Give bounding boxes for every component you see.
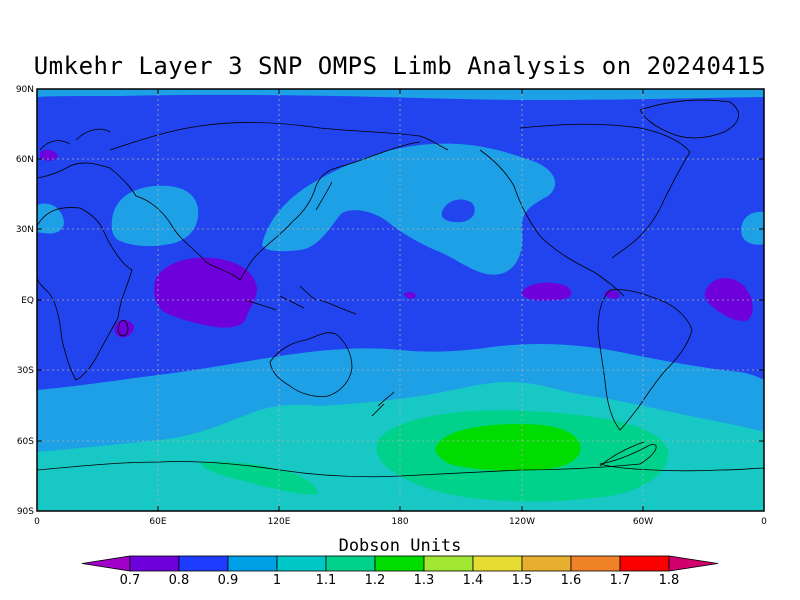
lon-label-0-west: 0 bbox=[34, 517, 40, 527]
lon-label-120e: 120E bbox=[268, 517, 291, 527]
colorbar-label: 1.8 bbox=[659, 573, 680, 588]
lon-tick-marks bbox=[157, 89, 644, 511]
lat-label-90n: 90N bbox=[16, 85, 34, 95]
colorbar-swatch bbox=[178, 555, 229, 572]
lat-label-60s: 60S bbox=[17, 437, 34, 447]
colorbar-swatch bbox=[619, 555, 670, 572]
lat-label-eq: EQ bbox=[21, 296, 34, 306]
contour-fill-arabia bbox=[111, 185, 199, 247]
contour-fill-npacific bbox=[262, 143, 556, 275]
colorbar-label: 1.3 bbox=[414, 573, 435, 588]
colorbar-label: 1.6 bbox=[561, 573, 582, 588]
colorbar-swatch bbox=[374, 555, 425, 572]
lon-label-180: 180 bbox=[391, 517, 408, 527]
colorbar-swatches bbox=[81, 555, 719, 572]
colorbar-swatch bbox=[129, 555, 180, 572]
colorbar-label: 1.5 bbox=[512, 573, 533, 588]
colorbar-label: 0.7 bbox=[120, 573, 141, 588]
contour-fill-npacific-inner bbox=[441, 199, 475, 223]
contour-fill-indian-low bbox=[154, 257, 257, 328]
lat-tick-marks bbox=[37, 88, 764, 512]
colorbar-label: 1 bbox=[273, 573, 281, 588]
colorbar-title: Dobson Units bbox=[338, 536, 462, 556]
colorbar-label: 0.9 bbox=[218, 573, 239, 588]
contour-fill-westafrica bbox=[37, 203, 64, 234]
contour-fill-dateline-low bbox=[404, 291, 416, 299]
lat-label-90s: 90S bbox=[17, 507, 34, 517]
colorbar-swatch-low bbox=[81, 555, 131, 572]
lat-label-30s: 30S bbox=[17, 366, 34, 376]
colorbar-swatch bbox=[423, 555, 474, 572]
lon-label-60w: 60W bbox=[633, 517, 653, 527]
colorbar-swatch bbox=[276, 555, 327, 572]
colorbar-label: 1.4 bbox=[463, 573, 484, 588]
contour-fill-atl-low bbox=[704, 278, 753, 321]
graticule bbox=[37, 89, 764, 511]
colorbar-labels: 0.7 0.8 0.9 1 1.1 1.2 1.3 1.4 1.5 1.6 1.7 1.8 bbox=[120, 573, 680, 588]
contour-fill-arctic bbox=[37, 89, 764, 100]
colorbar-swatch-high bbox=[668, 555, 719, 572]
contour-fill-ant-west bbox=[200, 461, 318, 495]
colorbar-label: 1.2 bbox=[365, 573, 386, 588]
colorbar-label: 0.8 bbox=[169, 573, 190, 588]
contour-fill-scand-low bbox=[40, 149, 58, 161]
contour-fill-eastatl bbox=[741, 211, 764, 245]
map-title: Umkehr Layer 3 SNP OMPS Limb Analysis on… bbox=[33, 52, 767, 80]
colorbar-swatch bbox=[325, 555, 376, 572]
contour-fill-south-1p3 bbox=[435, 424, 581, 471]
lat-label-60n: 60N bbox=[16, 155, 34, 165]
lon-label-120w: 120W bbox=[509, 517, 535, 527]
colorbar-swatch bbox=[227, 555, 278, 572]
lat-label-30n: 30N bbox=[16, 225, 34, 235]
colorbar-swatch bbox=[521, 555, 572, 572]
lon-label-0-east: 0 bbox=[761, 517, 767, 527]
coastlines bbox=[37, 99, 764, 478]
lon-label-60e: 60E bbox=[149, 517, 166, 527]
colorbar-label: 1.1 bbox=[316, 573, 337, 588]
colorbar-swatch bbox=[570, 555, 621, 572]
colorbar-swatch bbox=[472, 555, 523, 572]
contour-fill-pacific-low bbox=[521, 282, 572, 301]
contour-fill-south-band3 bbox=[37, 456, 440, 511]
colorbar-label: 1.7 bbox=[610, 573, 631, 588]
